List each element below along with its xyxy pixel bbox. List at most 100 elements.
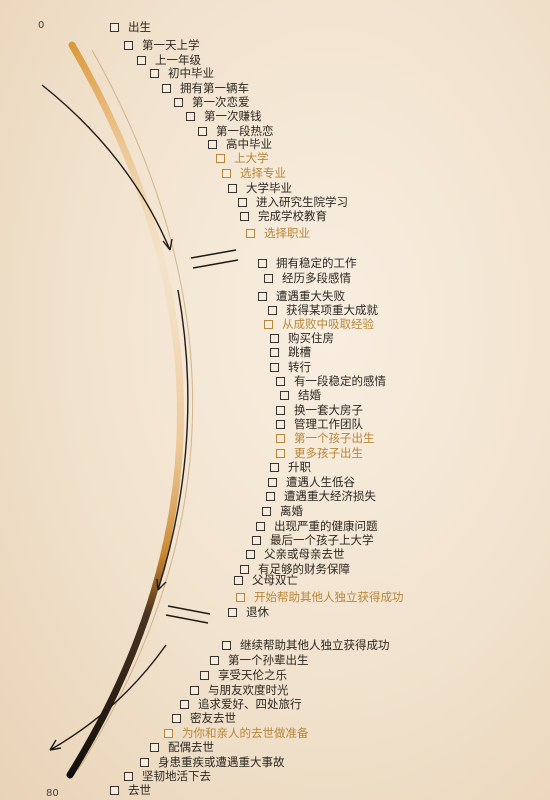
milestone-item: 大学毕业 (228, 181, 292, 195)
milestone-checkbox[interactable] (164, 728, 173, 738)
milestone-checkbox[interactable] (236, 592, 245, 602)
life-arc (66, 41, 184, 779)
milestone-checkbox[interactable] (270, 462, 279, 472)
milestone-checkbox[interactable] (137, 55, 146, 65)
milestone-checkbox[interactable] (246, 549, 255, 559)
milestone-checkbox[interactable] (140, 757, 149, 767)
milestone-item: 选择专业 (222, 166, 286, 180)
milestone-label: 出生 (128, 20, 151, 34)
milestone-label: 购买住房 (288, 331, 334, 345)
milestone-checkbox[interactable] (240, 211, 249, 221)
milestone-item: 享受天伦之乐 (200, 668, 287, 682)
milestone-checkbox[interactable] (222, 168, 231, 178)
milestone-checkbox[interactable] (180, 699, 189, 709)
milestone-checkbox[interactable] (280, 390, 289, 400)
milestone-checkbox[interactable] (258, 291, 267, 301)
milestone-label: 上大学 (234, 151, 269, 165)
milestone-checkbox[interactable] (124, 771, 133, 781)
milestone-checkbox[interactable] (276, 433, 285, 443)
milestone-checkbox[interactable] (276, 419, 285, 429)
milestone-item: 出生 (110, 20, 151, 34)
milestone-item: 遭遇重大失败 (258, 289, 345, 303)
milestone-checkbox[interactable] (150, 68, 159, 78)
milestone-item: 从成败中吸取经验 (264, 317, 374, 331)
milestone-checkbox[interactable] (228, 607, 237, 617)
milestone-checkbox[interactable] (200, 670, 209, 680)
milestone-item: 追求爱好、四处旅行 (180, 697, 302, 711)
milestone-checkbox[interactable] (190, 685, 199, 695)
milestone-checkbox[interactable] (222, 640, 231, 650)
milestone-label: 完成学校教育 (258, 209, 327, 223)
milestone-checkbox[interactable] (162, 83, 171, 93)
milestone-checkbox[interactable] (124, 40, 133, 50)
milestone-label: 从成败中吸取经验 (282, 317, 374, 331)
milestone-item: 最后一个孩子上大学 (252, 533, 374, 547)
milestone-checkbox[interactable] (264, 319, 273, 329)
milestone-checkbox[interactable] (228, 183, 237, 193)
milestone-checkbox[interactable] (262, 506, 271, 516)
milestone-checkbox[interactable] (252, 535, 261, 545)
milestone-checkbox[interactable] (172, 713, 181, 723)
milestone-label: 第一段热恋 (216, 124, 274, 138)
milestone-label: 追求爱好、四处旅行 (198, 697, 302, 711)
milestone-item: 有足够的财务保障 (240, 562, 350, 576)
milestone-checkbox[interactable] (276, 405, 285, 415)
milestone-checkbox[interactable] (216, 153, 225, 163)
milestone-checkbox[interactable] (256, 521, 265, 531)
milestone-label: 管理工作团队 (294, 417, 363, 431)
milestone-checkbox[interactable] (186, 111, 195, 121)
milestone-label: 转行 (288, 360, 311, 374)
milestone-checkbox[interactable] (150, 742, 159, 752)
milestone-label: 有一段稳定的感情 (294, 374, 386, 388)
milestone-checkbox[interactable] (270, 362, 279, 372)
milestone-checkbox[interactable] (110, 22, 119, 32)
milestone-checkbox[interactable] (238, 197, 247, 207)
milestone-checkbox[interactable] (268, 477, 277, 487)
milestone-item: 父亲或母亲去世 (246, 547, 345, 561)
milestone-label: 选择职业 (264, 226, 310, 240)
milestone-checkbox[interactable] (210, 655, 219, 665)
milestone-item: 第一个孙辈出生 (210, 653, 309, 667)
milestone-checkbox[interactable] (270, 333, 279, 343)
milestone-checkbox[interactable] (246, 228, 255, 238)
milestone-checkbox[interactable] (240, 564, 249, 574)
milestone-checkbox[interactable] (198, 126, 207, 136)
milestone-label: 与朋友欢度时光 (208, 683, 289, 697)
milestone-item: 出现严重的健康问题 (256, 519, 378, 533)
milestone-item: 跳槽 (270, 345, 311, 359)
milestone-checkbox[interactable] (208, 139, 217, 149)
milestone-label: 遭遇重大经济损失 (284, 489, 376, 503)
milestone-label: 第一个孙辈出生 (228, 653, 309, 667)
milestone-item: 第一次赚钱 (186, 109, 262, 123)
milestone-checkbox[interactable] (258, 258, 267, 268)
milestone-item: 拥有稳定的工作 (258, 256, 357, 270)
milestone-label: 开始帮助其他人独立获得成功 (254, 590, 404, 604)
arrow-segment-2 (157, 289, 189, 591)
milestone-item: 开始帮助其他人独立获得成功 (236, 590, 404, 604)
milestone-checkbox[interactable] (276, 448, 285, 458)
milestone-item: 选择职业 (246, 226, 310, 240)
milestone-item: 经历多段感情 (264, 271, 351, 285)
milestone-label: 遭遇重大失败 (276, 289, 345, 303)
milestone-checkbox[interactable] (174, 97, 183, 107)
milestone-checkbox[interactable] (110, 785, 119, 795)
milestone-label: 继续帮助其他人独立获得成功 (240, 638, 390, 652)
milestone-label: 父母双亡 (252, 573, 298, 587)
milestone-checkbox[interactable] (234, 575, 243, 585)
milestone-label: 离婚 (280, 504, 303, 518)
milestone-checkbox[interactable] (266, 491, 275, 501)
milestone-label: 拥有第一辆车 (180, 81, 249, 95)
milestone-label: 拥有稳定的工作 (276, 256, 357, 270)
milestone-item: 更多孩子出生 (276, 446, 363, 460)
milestone-item: 换一套大房子 (276, 403, 363, 417)
milestone-label: 换一套大房子 (294, 403, 363, 417)
milestone-checkbox[interactable] (276, 376, 285, 386)
milestone-checkbox[interactable] (270, 347, 279, 357)
break-mark-1 (190, 249, 239, 269)
arrow-segment-3 (49, 644, 167, 751)
milestone-checkbox[interactable] (268, 305, 277, 315)
milestone-checkbox[interactable] (264, 273, 273, 283)
milestone-item: 第一次恋爱 (174, 95, 250, 109)
